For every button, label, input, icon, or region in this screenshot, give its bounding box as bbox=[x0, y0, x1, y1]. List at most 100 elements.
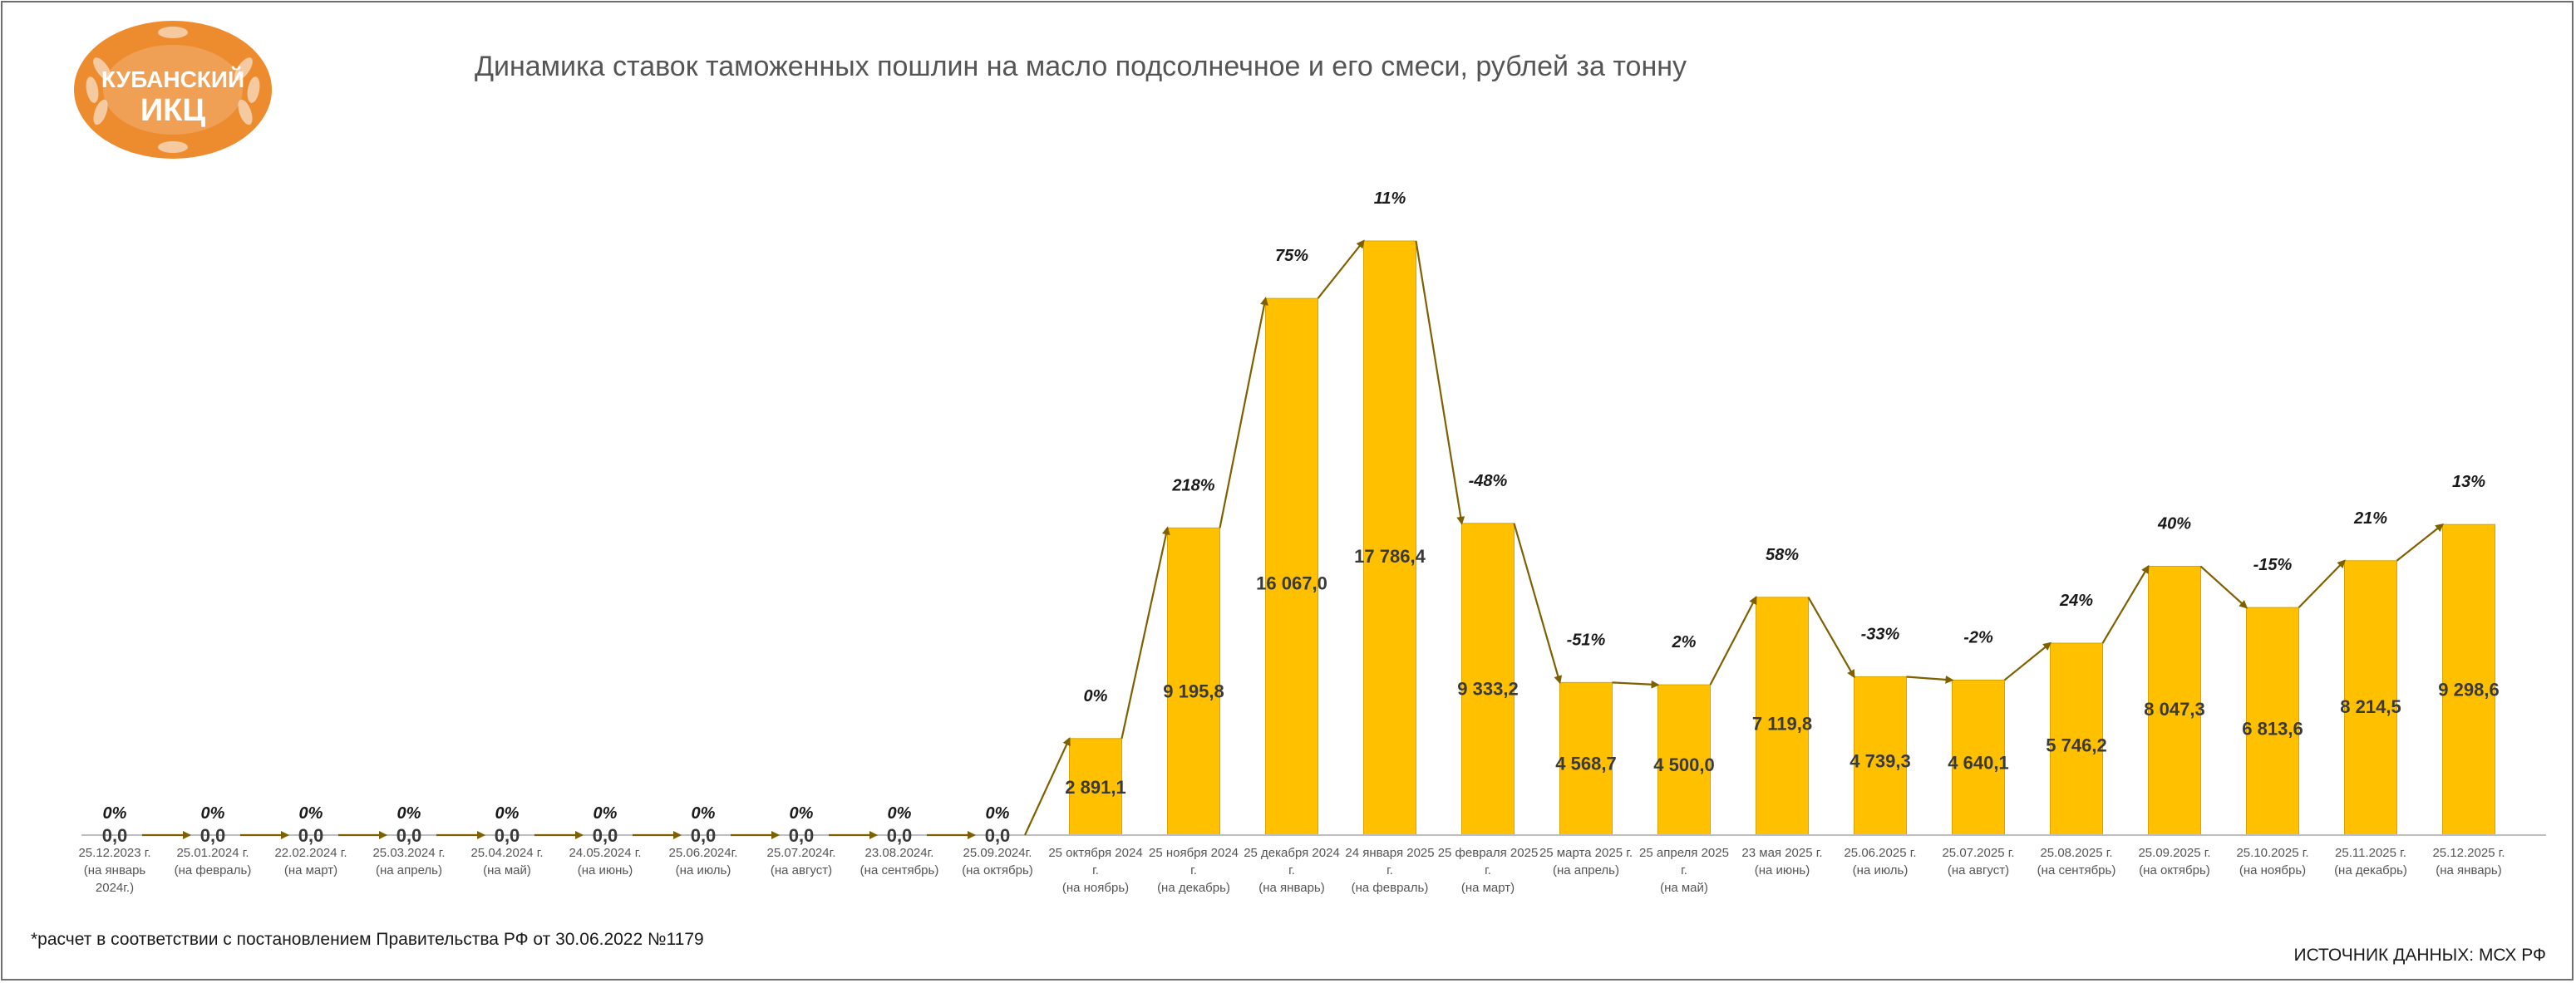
x-tick-line: (на май) bbox=[1660, 881, 1708, 895]
x-tick-labels-layer: 25.12.2023 г. (на январь 2024г.) 25.01.2024… bbox=[78, 846, 2505, 895]
bar bbox=[1363, 240, 1416, 836]
value-label: 0,0 bbox=[691, 825, 717, 846]
bar bbox=[1167, 527, 1220, 836]
bar bbox=[1461, 523, 1515, 836]
x-tick-line: 25 октября 2024 bbox=[1048, 846, 1142, 860]
logo-line2: ИКЦ bbox=[140, 93, 206, 128]
x-tick-line: (на декабрь) bbox=[1157, 881, 1230, 895]
bars-layer bbox=[1069, 240, 2495, 836]
bar bbox=[1854, 676, 1907, 836]
change-label: -51% bbox=[1567, 631, 1606, 649]
x-tick-label: 25.06.2025 г. (на июль) bbox=[1844, 846, 1916, 877]
chart-title: Динамика ставок таможенных пошлин на мас… bbox=[475, 51, 1687, 82]
x-tick-label: 25.08.2025 г. (на сентябрь) bbox=[2037, 846, 2116, 877]
value-label: 0,0 bbox=[298, 825, 324, 846]
change-label: 0% bbox=[790, 804, 814, 823]
change-label: -15% bbox=[2253, 556, 2293, 574]
value-label: 0,0 bbox=[887, 825, 913, 846]
x-tick-label: 25.06.2024г. (на июль) bbox=[669, 846, 738, 877]
change-arrow bbox=[1415, 240, 1465, 525]
x-tick-line: г. bbox=[1190, 863, 1197, 877]
x-tick-line: (на июнь) bbox=[1755, 863, 1810, 877]
change-label: 0% bbox=[103, 804, 127, 823]
bar bbox=[2148, 566, 2201, 836]
change-label: 75% bbox=[1275, 247, 1308, 265]
x-tick-line: г. bbox=[1387, 863, 1393, 877]
x-tick-line: 25 марта 2025 г. bbox=[1539, 846, 1633, 860]
change-label: 21% bbox=[2353, 509, 2387, 528]
x-tick-line: г. bbox=[1681, 863, 1687, 877]
logo-wheat-ornament bbox=[86, 27, 260, 153]
change-label: 13% bbox=[2452, 473, 2485, 491]
change-arrow bbox=[2396, 523, 2445, 562]
x-tick-label: 23 мая 2025 г. (на июнь) bbox=[1741, 846, 1822, 877]
value-label: 9 298,6 bbox=[2438, 679, 2499, 700]
value-label: 0,0 bbox=[985, 825, 1011, 846]
x-tick-label: 25 марта 2025 г. (на апрель) bbox=[1539, 846, 1633, 877]
change-arrow bbox=[1807, 597, 1855, 679]
x-tick-line: 2024г.) bbox=[96, 881, 134, 895]
x-tick-line: 23 мая 2025 г. bbox=[1741, 846, 1822, 860]
x-tick-line: 25.06.2024г. bbox=[669, 846, 738, 860]
x-tick-line: (на июнь) bbox=[578, 863, 633, 877]
value-label: 9 195,8 bbox=[1163, 681, 1224, 701]
change-label: 40% bbox=[2157, 515, 2191, 533]
value-label: 4 739,3 bbox=[1849, 750, 1910, 771]
x-tick-line: 25.10.2025 г. bbox=[2236, 846, 2308, 860]
change-arrow bbox=[1219, 297, 1268, 528]
change-arrow bbox=[1024, 736, 1071, 836]
x-tick-line: 25.12.2025 г. bbox=[2432, 846, 2505, 860]
x-tick-line: 25 декабря 2024 bbox=[1244, 846, 1340, 860]
value-label: 8 214,5 bbox=[2340, 696, 2401, 717]
x-tick-label: 25.03.2024 г. (на апрель) bbox=[372, 846, 445, 877]
bar bbox=[2050, 642, 2103, 836]
x-tick-line: 25.06.2025 г. bbox=[1844, 846, 1916, 860]
value-label: 4 640,1 bbox=[1948, 752, 2008, 773]
x-tick-line: (на январь) bbox=[1258, 881, 1325, 895]
change-arrow bbox=[2101, 564, 2150, 644]
change-label: 0% bbox=[888, 804, 912, 823]
change-arrows-layer bbox=[142, 239, 2445, 839]
x-tick-line: 25.04.2024 г. bbox=[470, 846, 543, 860]
change-label: 2% bbox=[1672, 633, 1697, 651]
x-tick-line: 25 февраля 2025 bbox=[1438, 846, 1539, 860]
x-tick-label: 25.11.2025 г. (на декабрь) bbox=[2334, 846, 2407, 877]
value-label: 8 047,3 bbox=[2144, 699, 2204, 720]
value-label: 7 119,8 bbox=[1752, 713, 1812, 734]
x-tick-line: (на август) bbox=[771, 863, 832, 877]
x-tick-label: 25 ноября 2024 г. (на декабрь) bbox=[1149, 846, 1239, 895]
change-label: 0% bbox=[692, 804, 716, 823]
x-tick-line: 22.02.2024 г. bbox=[274, 846, 347, 860]
x-tick-line: г. bbox=[1288, 863, 1295, 877]
value-label: 0,0 bbox=[593, 825, 618, 846]
logo-ellipse bbox=[74, 21, 272, 159]
x-tick-label: 24 января 2025 г. (на февраль) bbox=[1345, 846, 1434, 895]
logo-inner-ring bbox=[103, 45, 243, 135]
change-label: 0% bbox=[1084, 687, 1108, 705]
x-tick-line: 25.09.2024г. bbox=[963, 846, 1032, 860]
change-label: 0% bbox=[201, 804, 225, 823]
x-tick-line: (на декабрь) bbox=[2334, 863, 2407, 877]
x-tick-line: г. bbox=[1092, 863, 1099, 877]
value-label: 0,0 bbox=[102, 825, 128, 846]
change-arrow bbox=[1513, 523, 1563, 685]
logo-line1: КУБАНСКИЙ bbox=[101, 66, 244, 92]
bar bbox=[1657, 684, 1711, 836]
value-label: 4 500,0 bbox=[1653, 754, 1714, 775]
change-label: 0% bbox=[594, 804, 618, 823]
x-tick-line: (на март) bbox=[1461, 881, 1515, 895]
change-arrow bbox=[1317, 239, 1365, 299]
change-label: 0% bbox=[397, 804, 421, 823]
change-arrow bbox=[1906, 675, 1954, 684]
value-label: 0,0 bbox=[789, 825, 815, 846]
footnote-text: *расчет в соответствии с постановлением … bbox=[31, 930, 704, 949]
change-label: 0% bbox=[986, 804, 1010, 823]
labels-layer: 0,0 0% 0,0 0% 0,0 0% 0,0 0% 0,0 0% 0,0 0% 0,0 0% 0,0 0%… bbox=[102, 189, 2500, 846]
x-tick-line: 24 января 2025 bbox=[1345, 846, 1434, 860]
x-tick-line: (на ноябрь) bbox=[1062, 881, 1129, 895]
value-label: 0,0 bbox=[495, 825, 520, 846]
x-tick-label: 22.02.2024 г. (на март) bbox=[274, 846, 347, 877]
x-tick-label: 25.12.2025 г. (на январь) bbox=[2432, 846, 2505, 877]
x-tick-line: 25.01.2024 г. bbox=[176, 846, 249, 860]
